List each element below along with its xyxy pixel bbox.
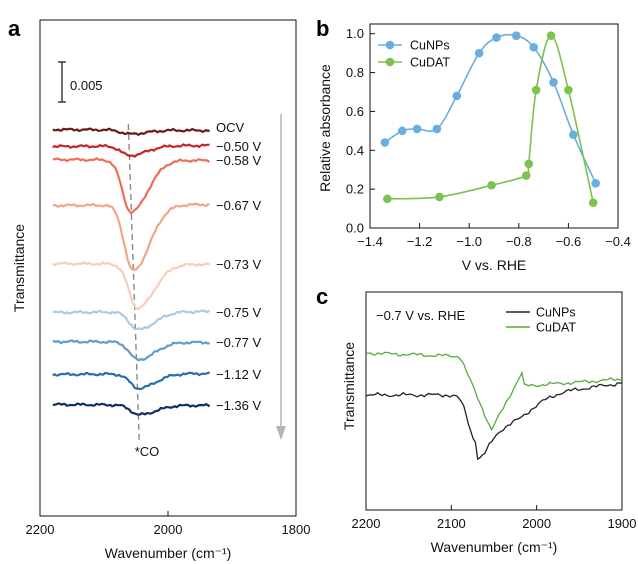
legend-marker [385, 57, 395, 67]
series-line-1 [365, 351, 623, 432]
potential-arrow [276, 114, 286, 440]
panel-b-y-tick-label: 0.8 [346, 65, 364, 80]
panel-b-x-tick-label: −0.8 [506, 234, 532, 249]
legend-label: CuNPs [536, 306, 576, 320]
data-point [435, 192, 444, 202]
data-point [474, 48, 484, 58]
data-point [380, 138, 390, 147]
panel-b-x-tick-label: −0.4 [605, 234, 631, 249]
trace-7 [52, 371, 211, 391]
panel-b-legend: CuNPs CuDAT [378, 39, 450, 70]
panel-a-traces: OCV −0.50 V−0.58 V −0.67 V −0.73 V −0.75 V −0… [52, 120, 262, 416]
legend-label: CuDAT [410, 56, 450, 70]
panel-c-series [365, 351, 623, 461]
panel-b-y-tick-label: 0.2 [346, 182, 364, 197]
co-annotation: *CO [135, 444, 160, 459]
data-point [397, 126, 407, 136]
trace-label: −0.67 V [216, 198, 262, 213]
legend-label: CuNPs [410, 39, 450, 53]
trace-label: −0.50 V [216, 139, 262, 154]
panel-b-x-axis-label: V vs. RHE [462, 257, 527, 273]
panel-a-x-tick-label: 2200 [26, 522, 55, 537]
panel-a: a 2200 2000 1800 Wavenumber (cm⁻¹) Transmi… [8, 16, 310, 561]
panel-c-potential-annotation: −0.7 V vs. RHE [376, 308, 466, 323]
trace-2 [52, 157, 211, 215]
data-point [549, 77, 558, 87]
legend-marker [385, 40, 395, 50]
panel-b-x-tick-label: −1.0 [456, 234, 482, 249]
trace-0 [52, 127, 211, 136]
panel-b-letter: b [316, 16, 329, 41]
data-point [487, 180, 496, 190]
panel-a-x-ticks: 2200 2000 1800 [26, 511, 311, 537]
data-point [452, 91, 462, 101]
trace-label: OCV [216, 120, 245, 135]
panel-b-y-tick-label: 0.6 [346, 104, 364, 119]
data-point [432, 124, 442, 134]
trace-label: −0.73 V [216, 257, 262, 272]
panel-b-ticks: −1.4 −1.2 −1.0 −0.8 −0.6 −0.4 0.0 0.2 0.4 0.6 0.8 1… [346, 26, 631, 249]
scale-bar: 0.005 [58, 61, 103, 103]
data-point [529, 43, 538, 52]
trace-label: −0.75 V [216, 305, 262, 320]
trace-label: −1.12 V [216, 367, 262, 382]
panel-b-series [380, 31, 600, 208]
panel-b-x-tick-label: −0.6 [556, 234, 582, 249]
data-point [383, 194, 392, 204]
panel-a-x-axis-label: Wavenumber (cm⁻¹) [105, 545, 232, 561]
legend-label: CuDAT [536, 321, 576, 335]
panel-c-x-tick-label: 1900 [608, 516, 637, 531]
trace-8 [52, 402, 211, 416]
data-point [524, 159, 534, 169]
panel-b-y-tick-label: 1.0 [346, 26, 364, 41]
panel-a-y-axis-label: Transmittance [11, 224, 27, 312]
panel-c-x-axis-label: Wavenumber (cm⁻¹) [431, 539, 558, 555]
trace-label: −1.36 V [216, 398, 262, 413]
data-point [546, 31, 556, 40]
series-line-0 [365, 382, 623, 461]
data-point [512, 31, 521, 40]
panel-c-y-axis-label: Transmittance [341, 342, 357, 430]
panel-c-letter: c [316, 284, 328, 309]
panel-b-x-tick-label: −1.4 [357, 234, 383, 249]
panel-b-x-tick-label: −1.2 [407, 234, 433, 249]
panel-c-x-tick-label: 2200 [352, 516, 381, 531]
trace-3 [52, 202, 210, 271]
panel-c-x-tick-label: 2100 [437, 516, 466, 531]
panel-c-x-ticks: 2200 2100 2000 1900 [352, 505, 637, 531]
panel-b-frame [369, 23, 619, 229]
data-point [588, 198, 598, 208]
panel-b-y-tick-label: 0.4 [346, 143, 364, 158]
panel-c-frame [365, 291, 623, 511]
data-point [569, 130, 578, 140]
trace-1 [52, 143, 210, 158]
panel-b-y-tick-label: 0.0 [346, 221, 364, 236]
panel-a-letter: a [8, 16, 21, 41]
trace-6 [52, 339, 210, 362]
data-point [492, 33, 501, 42]
data-point [412, 124, 422, 134]
data-point [521, 171, 531, 180]
scale-bar-label: 0.005 [70, 78, 103, 93]
data-point [564, 85, 573, 95]
trace-5 [52, 309, 210, 331]
data-point [591, 179, 600, 188]
trace-label: −0.77 V [216, 335, 262, 350]
panel-b-y-axis-label: Relative absorbance [317, 64, 333, 192]
trace-label: −0.58 V [216, 153, 262, 168]
panel-b: b −1.4 −1.2 −1.0 −0.8 −0.6 −0.4 0.0 0.2 0.4 0.6 0.… [316, 16, 631, 273]
panel-c-x-tick-label: 2000 [522, 516, 551, 531]
panel-a-x-tick-label: 2000 [154, 522, 183, 537]
data-point [531, 85, 541, 95]
panel-a-x-tick-label: 1800 [282, 522, 311, 537]
trace-4 [52, 261, 210, 311]
co-band-dashed-line [127, 123, 140, 441]
